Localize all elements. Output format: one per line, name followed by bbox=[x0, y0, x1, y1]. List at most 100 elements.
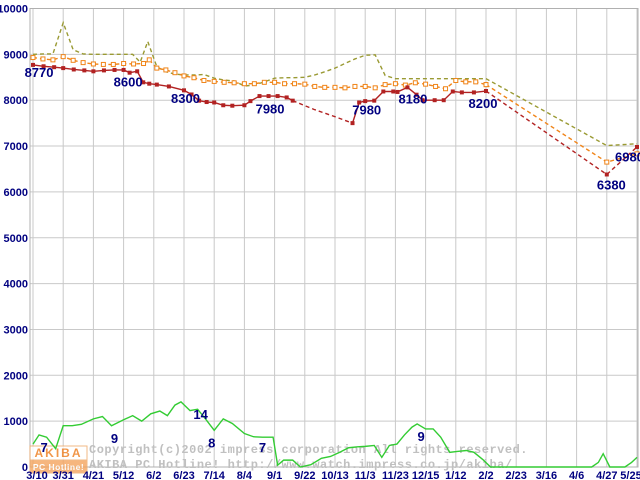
x-axis-tick-label: 6/23 bbox=[173, 470, 194, 480]
min-price-marker bbox=[182, 88, 186, 93]
min-price-marker bbox=[381, 89, 386, 94]
avg-price-marker bbox=[172, 70, 178, 76]
avg-price-marker bbox=[80, 60, 86, 66]
min-price-marker bbox=[135, 69, 140, 74]
avg-price-line bbox=[32, 55, 487, 90]
avg-price-marker bbox=[483, 82, 489, 88]
x-axis-tick-label: 3/10 bbox=[26, 470, 47, 480]
avg-price-marker bbox=[60, 54, 66, 60]
min-price-marker bbox=[414, 92, 419, 97]
min-price-marker bbox=[101, 68, 106, 73]
x-axis-tick-label: 3/16 bbox=[536, 470, 557, 480]
avg-price-marker bbox=[50, 57, 56, 63]
avg-price-marker bbox=[463, 79, 469, 85]
x-axis-tick-label: 4/6 bbox=[569, 470, 584, 480]
avg-price-marker bbox=[282, 81, 288, 87]
min-price-marker bbox=[82, 68, 87, 73]
min-price-marker bbox=[212, 100, 217, 105]
copyright-watermark-line-2: AKIBA PC Hotline! http://www.watch.impre… bbox=[89, 458, 513, 472]
min-price-marker bbox=[420, 98, 425, 103]
avg-price-marker bbox=[433, 83, 439, 89]
avg-price-marker bbox=[332, 84, 338, 90]
avg-price-marker bbox=[121, 61, 127, 67]
y-axis-tick-label: 5000 bbox=[4, 233, 28, 245]
min-price-marker bbox=[41, 64, 46, 69]
akiba-pc-hotline-logo: AKIBA PC Hotline! bbox=[29, 445, 88, 474]
min-price-marker bbox=[121, 67, 126, 72]
data-label: 6380 bbox=[597, 178, 626, 193]
x-axis-tick-label: 9/1 bbox=[267, 470, 282, 480]
avg-price-marker bbox=[163, 67, 169, 73]
min-price-marker bbox=[266, 94, 271, 99]
min-price-marker bbox=[484, 89, 488, 94]
avg-price-marker bbox=[302, 81, 308, 87]
avg-price-marker bbox=[181, 73, 187, 79]
min-price-marker bbox=[391, 89, 396, 94]
chart-series bbox=[30, 20, 640, 468]
plot-border bbox=[29, 8, 639, 468]
min-price-marker bbox=[141, 80, 146, 85]
x-axis-tick-label: 8/4 bbox=[237, 470, 253, 480]
avg-price-marker bbox=[110, 61, 116, 67]
x-axis-tick-label: 5/25 bbox=[620, 470, 640, 480]
x-axis-tick-label: 2/2 bbox=[478, 470, 493, 480]
data-label: 9 bbox=[111, 431, 118, 446]
data-label: 8300 bbox=[171, 91, 200, 106]
y-axis-tick-label: 6000 bbox=[4, 187, 28, 199]
y-axis-tick-label: 0 bbox=[22, 462, 28, 474]
avg-price-marker bbox=[372, 85, 378, 91]
min-price-marker bbox=[52, 65, 57, 70]
data-label: 7980 bbox=[256, 101, 285, 116]
avg-price-marker bbox=[70, 57, 76, 63]
y-axis-tick-label: 1000 bbox=[4, 416, 28, 428]
min-price-marker bbox=[71, 67, 76, 72]
avg-price-marker bbox=[402, 82, 408, 88]
avg-price-marker bbox=[634, 151, 640, 157]
x-axis-tick-label: 4/21 bbox=[83, 470, 104, 480]
y-axis-tick-label: 4000 bbox=[4, 279, 28, 291]
avg-price-marker bbox=[322, 84, 328, 90]
min-price-marker bbox=[31, 62, 35, 67]
y-axis-tick-label: 8000 bbox=[4, 95, 28, 107]
x-axis-tick-label: 12/15 bbox=[412, 470, 440, 480]
data-label: 8 bbox=[208, 436, 215, 451]
min-price-marker bbox=[604, 172, 609, 177]
min-price-marker bbox=[154, 82, 159, 87]
min-price-marker bbox=[405, 85, 410, 90]
min-price-marker bbox=[350, 121, 355, 126]
avg-price-marker bbox=[443, 86, 449, 92]
y-axis-tick-label: 7000 bbox=[4, 141, 28, 153]
avg-price-marker bbox=[292, 81, 298, 87]
data-label: 14 bbox=[193, 407, 208, 422]
avg-price-marker bbox=[412, 80, 418, 86]
chart-annotations: 8770 8600 8300 7980 7980 8180 8200 6380 6980 7 9 14… bbox=[25, 65, 640, 455]
x-axis-tick-label: 7/14 bbox=[203, 470, 225, 480]
avg-price-marker bbox=[382, 82, 388, 88]
avg-price-marker bbox=[100, 61, 106, 67]
x-axis-tick-label: 1/12 bbox=[445, 470, 466, 480]
min-price-marker bbox=[166, 84, 171, 89]
data-label: 7980 bbox=[352, 102, 381, 117]
min-price-marker bbox=[61, 66, 66, 71]
min-price-marker bbox=[363, 99, 368, 104]
data-label: 8600 bbox=[114, 74, 143, 89]
avg-price-marker bbox=[146, 57, 152, 63]
x-axis-tick-label: 10/13 bbox=[321, 470, 349, 480]
min-price-marker bbox=[248, 99, 253, 104]
avg-price-marker bbox=[362, 83, 368, 89]
min-price-line bbox=[351, 86, 487, 124]
x-axis-tick-label: 3/31 bbox=[52, 470, 73, 480]
avg-price-marker bbox=[352, 83, 358, 89]
avg-price-marker bbox=[272, 79, 278, 85]
min-price-marker bbox=[357, 100, 362, 105]
avg-price-marker bbox=[473, 79, 479, 85]
shop-count-line bbox=[32, 401, 638, 468]
x-axis-tick-label: 6/2 bbox=[146, 470, 161, 480]
min-price-marker bbox=[112, 67, 117, 72]
min-price-marker bbox=[432, 98, 437, 103]
avg-price-marker bbox=[40, 56, 46, 62]
avg-price-marker bbox=[231, 80, 237, 86]
y-axis-tick-label: 10000 bbox=[0, 4, 28, 16]
